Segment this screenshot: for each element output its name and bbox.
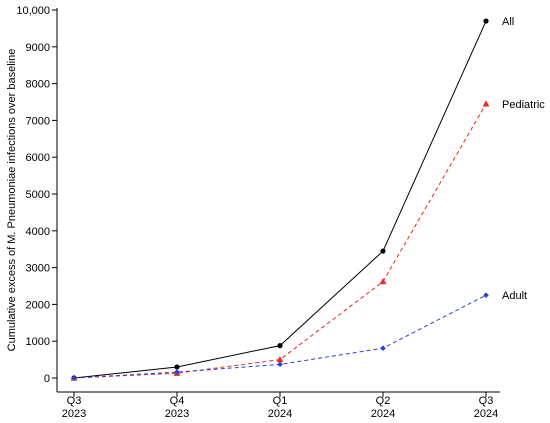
y-ticks: 0 1000 2000 3000 4000 5000 6000 7000 8000 9000 10,… xyxy=(16,5,57,385)
x-tick-label-year: 2024 xyxy=(268,408,292,420)
y-tick-label: 2000 xyxy=(26,299,50,311)
y-tick-label: 9000 xyxy=(26,42,50,54)
series-line-all xyxy=(73,20,487,379)
data-point xyxy=(482,100,490,107)
y-tick-label: 3000 xyxy=(26,263,50,275)
data-point xyxy=(380,345,386,351)
data-point xyxy=(379,277,387,285)
x-tick-label-quarter: Q2 xyxy=(376,395,391,407)
series-label-all: All xyxy=(502,16,514,28)
y-tick-label: 10,000 xyxy=(16,5,50,17)
data-point xyxy=(483,292,489,298)
y-tick-label: 8000 xyxy=(26,79,50,91)
x-tick-label-quarter: Q3 xyxy=(479,395,494,407)
data-point xyxy=(71,375,77,381)
y-tick-label: 0 xyxy=(44,373,50,385)
series-layer xyxy=(70,18,490,381)
data-point xyxy=(277,361,283,368)
x-tick-label-quarter: Q3 xyxy=(67,395,82,407)
x-tick-label-quarter: Q4 xyxy=(170,395,185,407)
series-label-pediatric: Pediatric xyxy=(502,99,545,111)
x-tick-label-year: 2024 xyxy=(474,408,498,420)
y-tick-label: 5000 xyxy=(26,189,50,201)
y-tick-label: 7000 xyxy=(26,115,50,127)
series-pediatric xyxy=(70,100,490,381)
data-point xyxy=(174,364,180,370)
axes xyxy=(56,8,500,393)
data-point xyxy=(174,369,180,375)
data-point xyxy=(276,356,284,363)
y-tick-label: 6000 xyxy=(26,152,50,164)
y-tick-label: 1000 xyxy=(26,336,50,348)
x-tick-label-quarter: Q1 xyxy=(273,395,288,407)
data-point xyxy=(483,18,489,24)
data-point xyxy=(380,248,386,254)
series-labels: All Pediatric Adult xyxy=(502,16,545,302)
x-tick-label-year: 2024 xyxy=(371,408,395,420)
data-point xyxy=(277,343,283,349)
y-axis-title: Cumulative excess of M. Pneumoniae infec… xyxy=(6,49,18,352)
y-tick-label: 4000 xyxy=(26,226,50,238)
series-line-pediatric xyxy=(73,103,487,379)
series-label-adult: Adult xyxy=(502,290,527,302)
x-tick-label-year: 2023 xyxy=(62,408,86,420)
series-adult xyxy=(71,292,489,381)
x-tick-label-year: 2023 xyxy=(165,408,189,420)
